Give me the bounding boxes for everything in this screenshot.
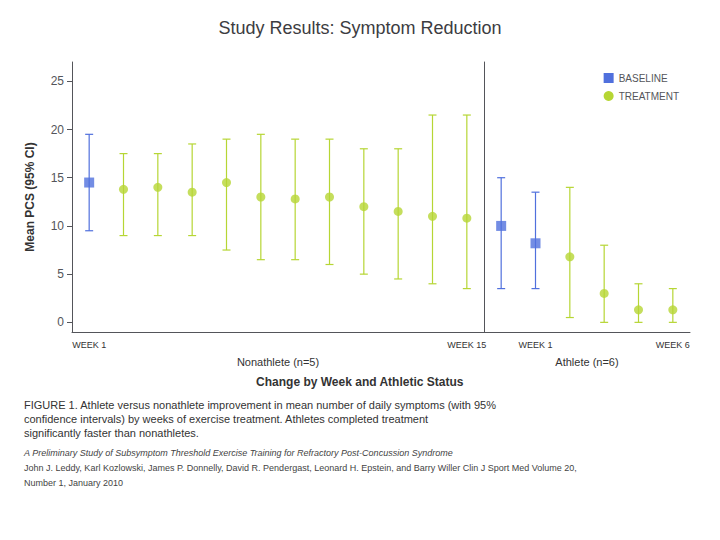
svg-text:15: 15 xyxy=(51,171,65,185)
svg-text:WEEK 15: WEEK 15 xyxy=(447,340,486,350)
svg-text:Change by Week and Athletic St: Change by Week and Athletic Status xyxy=(256,375,464,389)
svg-text:10: 10 xyxy=(51,219,65,233)
svg-text:FIGURE 1. Athlete versus nonat: FIGURE 1. Athlete versus nonathlete impr… xyxy=(24,399,496,411)
svg-text:Nonathlete (n=5): Nonathlete (n=5) xyxy=(237,356,319,368)
svg-text:Athlete (n=6): Athlete (n=6) xyxy=(555,356,618,368)
svg-text:BASELINE: BASELINE xyxy=(619,73,668,84)
svg-text:Mean PCS (95% CI): Mean PCS (95% CI) xyxy=(23,142,37,251)
svg-text:TREATMENT: TREATMENT xyxy=(619,91,679,102)
svg-text:confidence intervals) by weeks: confidence intervals) by weeks of exerci… xyxy=(24,413,428,425)
svg-text:Number 1, January 2010: Number 1, January 2010 xyxy=(24,478,123,488)
svg-text:John J. Leddy, Karl Kozlowski,: John J. Leddy, Karl Kozlowski, James P. … xyxy=(24,463,577,473)
svg-text:WEEK 6: WEEK 6 xyxy=(656,340,690,350)
svg-text:A Preliminary Study of Subsymp: A Preliminary Study of Subsymptom Thresh… xyxy=(23,448,453,458)
svg-text:0: 0 xyxy=(57,315,64,329)
svg-text:25: 25 xyxy=(51,74,65,88)
svg-text:5: 5 xyxy=(57,267,64,281)
svg-text:20: 20 xyxy=(51,123,65,137)
svg-text:WEEK 1: WEEK 1 xyxy=(518,340,552,350)
svg-text:significantly faster than nona: significantly faster than nonathletes. xyxy=(24,427,199,439)
svg-text:Study Results: Symptom Reducti: Study Results: Symptom Reduction xyxy=(218,18,501,38)
svg-text:WEEK 1: WEEK 1 xyxy=(72,340,106,350)
